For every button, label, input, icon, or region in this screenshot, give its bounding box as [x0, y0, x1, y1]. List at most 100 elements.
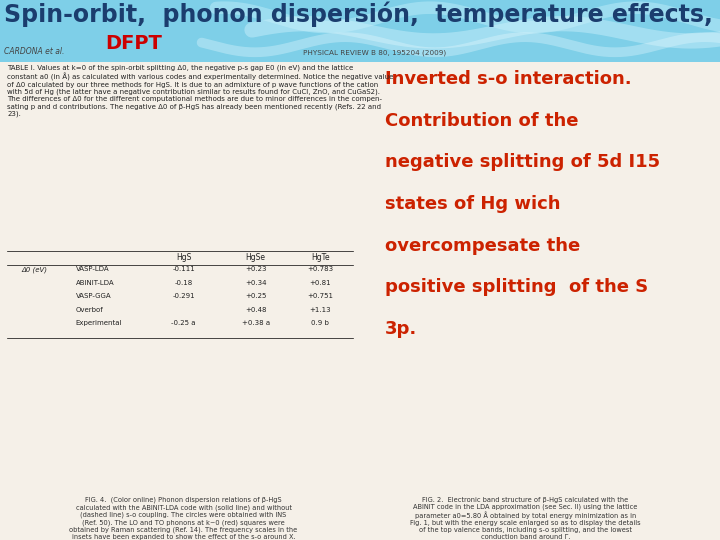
- Point: [48, 308, 60, 316]
- Text: negative splitting of 5d Ι15: negative splitting of 5d Ι15: [385, 153, 660, 171]
- Text: CARDONA et al.: CARDONA et al.: [4, 46, 64, 56]
- Point: [125, 456, 136, 465]
- Text: -0.291: -0.291: [172, 293, 195, 299]
- Point: [165, 442, 176, 451]
- Text: FIG. 4.  (Color online) Phonon dispersion relations of β-HgS
calculated with the: FIG. 4. (Color online) Phonon dispersion…: [69, 497, 298, 540]
- Point: [204, 360, 216, 369]
- X-axis label: Wavevector: Wavevector: [506, 503, 556, 512]
- FancyBboxPatch shape: [0, 62, 720, 540]
- Point: [153, 326, 165, 334]
- Point: [48, 474, 60, 482]
- Point: [258, 449, 270, 458]
- Point: [230, 355, 242, 363]
- Text: positive splitting  of the S: positive splitting of the S: [385, 278, 649, 296]
- Point: [68, 338, 79, 346]
- Point: [125, 312, 136, 320]
- Point: [48, 336, 60, 345]
- Text: 3p.: 3p.: [385, 320, 418, 338]
- Point: [244, 326, 256, 334]
- Text: $\Gamma_8$: $\Gamma_8$: [487, 392, 498, 404]
- Text: +0.23: +0.23: [245, 266, 266, 272]
- Point: [179, 417, 190, 426]
- Point: [204, 413, 216, 421]
- Point: [244, 434, 256, 442]
- Text: +0.783: +0.783: [307, 266, 333, 272]
- Point: [125, 343, 136, 352]
- Point: [179, 436, 190, 444]
- Point: [153, 444, 165, 453]
- Point: [68, 302, 79, 311]
- Point: [230, 333, 242, 342]
- Point: [153, 415, 165, 424]
- Point: [179, 333, 190, 342]
- Text: Overbof: Overbof: [76, 307, 104, 313]
- Text: -0.18: -0.18: [174, 280, 193, 286]
- Point: [139, 319, 150, 327]
- Point: [68, 451, 79, 460]
- Text: VASP-LDA: VASP-LDA: [76, 266, 109, 272]
- Text: VASP-GGA: VASP-GGA: [76, 293, 111, 299]
- Point: [114, 309, 125, 318]
- Text: 0.9 b: 0.9 b: [312, 320, 329, 326]
- Text: +0.34: +0.34: [245, 280, 266, 286]
- Text: +0.48: +0.48: [245, 307, 266, 313]
- Point: [258, 348, 270, 356]
- Text: +0.25: +0.25: [245, 293, 266, 299]
- Text: HgSe: HgSe: [246, 253, 266, 262]
- X-axis label: Wavevector: Wavevector: [157, 503, 207, 512]
- Text: Inverted s-o interaction.: Inverted s-o interaction.: [385, 70, 632, 88]
- Point: [190, 433, 202, 441]
- Text: Experimental: Experimental: [76, 320, 122, 326]
- Text: Spin-orbit,  phonon dispersión,  temperature effects, etc....: Spin-orbit, phonon dispersión, temperatu…: [4, 2, 720, 27]
- Text: FIG. 2.  Electronic band structure of β-HgS calculated with the
ABINIT code in t: FIG. 2. Electronic band structure of β-H…: [410, 497, 641, 540]
- Point: [244, 446, 256, 454]
- FancyBboxPatch shape: [0, 0, 720, 62]
- Y-axis label: $\omega$ [cm$^{-1}$]: $\omega$ [cm$^{-1}$]: [0, 368, 12, 407]
- Point: [190, 413, 202, 422]
- Text: DFPT: DFPT: [105, 34, 161, 53]
- Point: [139, 453, 150, 462]
- Point: [216, 357, 228, 366]
- Point: [114, 299, 125, 308]
- Point: [216, 429, 228, 437]
- Text: $\Gamma_6$: $\Gamma_6$: [487, 412, 498, 424]
- Text: $\Gamma_7$: $\Gamma_7$: [487, 374, 498, 387]
- Text: ABINIT-LDA: ABINIT-LDA: [76, 280, 114, 286]
- Text: +1.13: +1.13: [310, 307, 331, 313]
- Text: HgS: HgS: [176, 253, 192, 262]
- Point: [204, 336, 216, 345]
- Point: [68, 471, 79, 480]
- Text: +0.81: +0.81: [310, 280, 331, 286]
- Text: overcompesate the: overcompesate the: [385, 237, 580, 254]
- Y-axis label: Energy (eV): Energy (eV): [328, 362, 337, 413]
- Point: [244, 352, 256, 361]
- Text: TABLE I. Values at k=0 of the spin-orbit splitting Δ0, the negative p-s gap E0 (: TABLE I. Values at k=0 of the spin-orbit…: [7, 65, 394, 117]
- Text: -0.25 a: -0.25 a: [171, 320, 196, 326]
- Text: Contribution of the: Contribution of the: [385, 112, 579, 130]
- Point: [258, 437, 270, 446]
- Point: [230, 438, 242, 447]
- Text: +0.38 a: +0.38 a: [241, 320, 270, 326]
- Point: [190, 355, 202, 363]
- Point: [165, 350, 176, 359]
- Text: PHYSICAL REVIEW B 80, 195204 (2009): PHYSICAL REVIEW B 80, 195204 (2009): [303, 49, 446, 56]
- Point: [153, 348, 165, 356]
- Point: [216, 333, 228, 342]
- Text: HgTe: HgTe: [311, 253, 330, 262]
- Point: [125, 416, 136, 425]
- Point: [165, 329, 176, 338]
- Point: [204, 427, 216, 435]
- Text: Δ0 (eV): Δ0 (eV): [22, 266, 48, 273]
- Point: [190, 332, 202, 340]
- Point: [139, 346, 150, 355]
- Point: [258, 323, 270, 332]
- Text: +0.751: +0.751: [307, 293, 333, 299]
- Point: [216, 427, 228, 436]
- Point: [179, 354, 190, 363]
- Point: [165, 417, 176, 426]
- Text: states of Hg wich: states of Hg wich: [385, 195, 561, 213]
- Point: [48, 467, 60, 476]
- Point: [230, 434, 242, 442]
- Point: [139, 418, 150, 427]
- Text: -0.111: -0.111: [172, 266, 195, 272]
